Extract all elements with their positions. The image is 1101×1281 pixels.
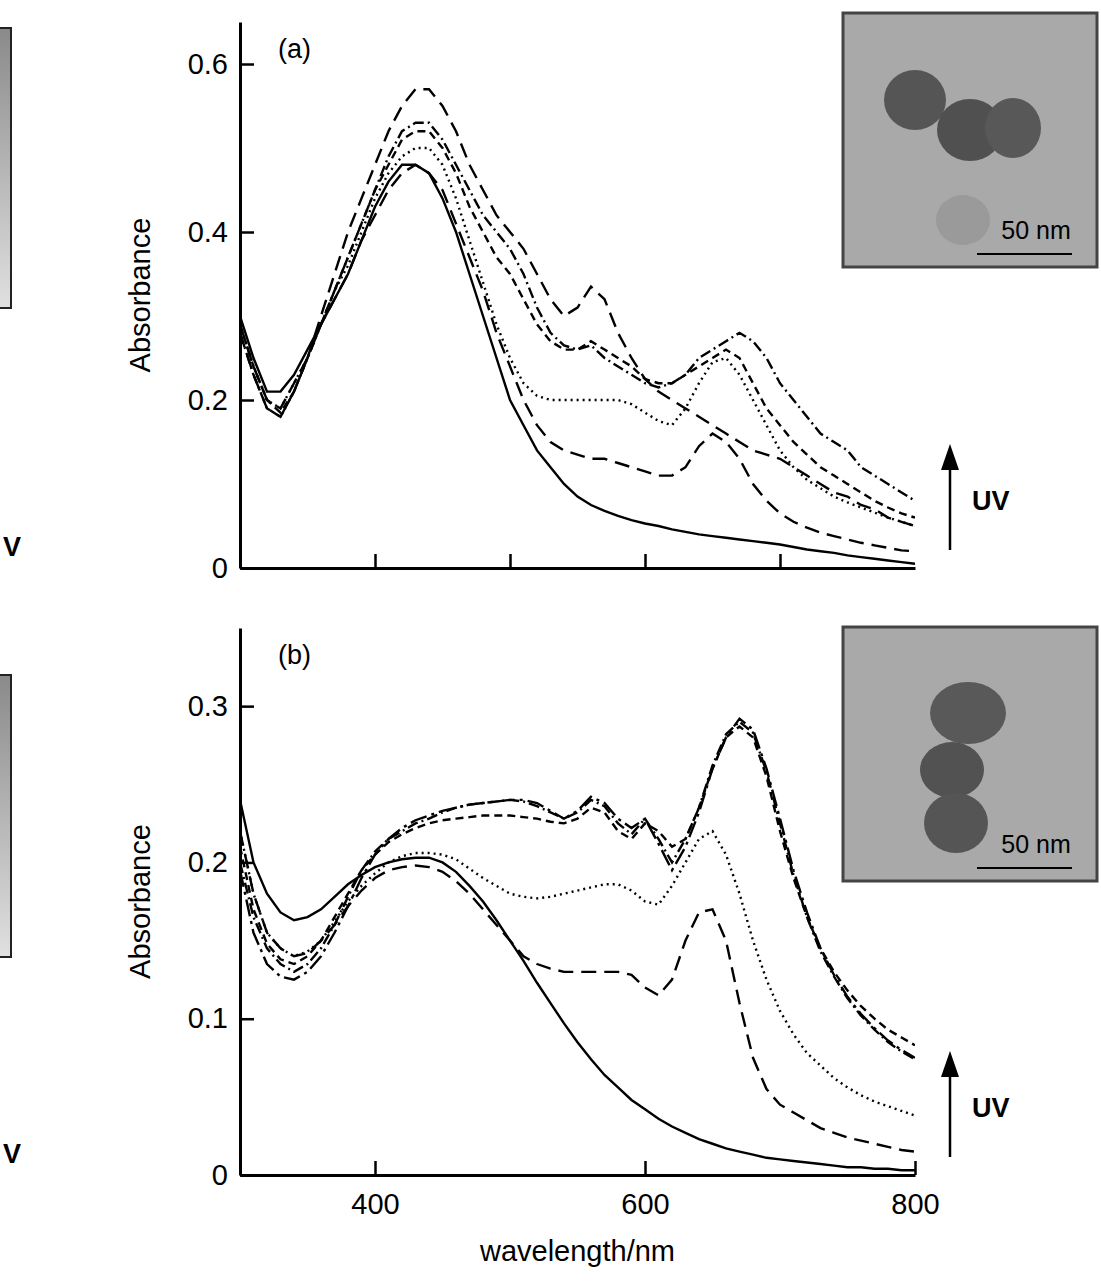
- x-tick: [645, 554, 646, 568]
- scale-bar-label: 50 nm: [1001, 830, 1070, 858]
- panel: 400 600 800 0 0.1 0.2 0.3 Absorbance wavelength/…: [0, 627, 1097, 1267]
- y-tick-mark: [240, 1018, 254, 1021]
- y-tick: 0.1: [188, 1002, 254, 1034]
- y-tick: 0.3: [188, 690, 254, 722]
- y-tick: 0.2: [188, 846, 254, 878]
- uv-label: UV: [972, 1093, 1010, 1123]
- uv-arrow: [949, 1075, 952, 1157]
- spectrum-line: [240, 165, 915, 551]
- y-tick-mark: [240, 862, 254, 865]
- y-tick-mark: [240, 231, 254, 234]
- y-tick-label: 0: [212, 1159, 228, 1191]
- y-tick-mark: [240, 567, 254, 570]
- fragment-panel: [0, 675, 11, 957]
- spectrum-line: [240, 719, 915, 1058]
- x-tick-label: 800: [891, 1188, 939, 1220]
- y-axis: 0 0.1 0.2 0.3: [188, 629, 254, 1191]
- plot-lines: [240, 719, 915, 1171]
- x-axis-title: wavelength/nm: [479, 1235, 675, 1267]
- uv-label: UV: [972, 486, 1010, 516]
- particle: [920, 742, 984, 798]
- x-tick-mark: [644, 1161, 647, 1175]
- x-tick: [375, 554, 376, 568]
- particle: [985, 98, 1041, 158]
- x-tick: 400: [351, 1161, 399, 1220]
- scale-bar: [977, 867, 1072, 869]
- fragment-label: V: [3, 1139, 21, 1169]
- x-tick: [780, 554, 781, 568]
- y-axis-line: [239, 23, 242, 569]
- particle: [924, 793, 988, 853]
- x-tick: 600: [621, 1161, 669, 1220]
- particle: [884, 70, 946, 130]
- spectrum-line: [240, 148, 915, 526]
- x-axis-line: [241, 1174, 916, 1177]
- spectrum-line: [240, 831, 915, 1115]
- y-tick: 0.4: [188, 216, 254, 248]
- y-tick-label: 0.4: [188, 216, 228, 248]
- y-tick-mark: [240, 63, 254, 66]
- x-tick-mark: [914, 1161, 917, 1175]
- y-tick-mark: [240, 399, 254, 402]
- plot-lines: [240, 89, 915, 564]
- y-tick: 0: [212, 552, 254, 584]
- x-tick-mark: [779, 554, 782, 568]
- tem-inset: 50 nm: [843, 627, 1097, 881]
- y-tick-mark: [240, 705, 254, 708]
- spectrum-line: [240, 165, 915, 564]
- y-axis-title: Absorbance: [124, 824, 156, 979]
- particle: [930, 682, 1006, 744]
- inset-frame: [843, 13, 1097, 267]
- tem-inset: 50 nm: [843, 13, 1097, 267]
- y-tick-label: 0.3: [188, 690, 228, 722]
- spectrum-line: [240, 722, 915, 1060]
- figure: 0 0.2 0.4 0.6 Absorbance (a) UV 50 nm V 400 600 800…: [0, 0, 1101, 1281]
- y-tick-label: 0.2: [188, 846, 228, 878]
- x-axis: 400 600 800: [241, 1161, 940, 1220]
- spectrum-line: [240, 89, 915, 526]
- scale-bar-label: 50 nm: [1001, 216, 1070, 244]
- scale-bar: [977, 253, 1072, 255]
- uv-arrow-head: [941, 1051, 959, 1077]
- y-axis-line: [239, 629, 242, 1176]
- y-tick-label: 0.2: [188, 384, 228, 416]
- particle: [936, 195, 990, 245]
- panel: 0 0.2 0.4 0.6 Absorbance (a) UV 50 nm V: [0, 13, 1097, 584]
- spectrum-line: [240, 831, 915, 1151]
- spectrum-line: [240, 131, 915, 517]
- uv-arrow-head: [941, 444, 959, 470]
- spectrum-line: [240, 726, 915, 1045]
- x-tick-mark: [509, 554, 512, 568]
- spectrum-line: [240, 123, 915, 501]
- inset-frame: [843, 627, 1097, 881]
- x-axis-line: [241, 567, 916, 570]
- fragment-panel: [0, 28, 11, 308]
- spectrum-line: [240, 800, 915, 1170]
- x-tick-label: 600: [621, 1188, 669, 1220]
- y-tick: 0.6: [188, 48, 254, 80]
- x-tick: [510, 554, 511, 568]
- y-axis: 0 0.2 0.4 0.6: [188, 23, 254, 584]
- y-tick-mark: [240, 1174, 254, 1177]
- x-tick-label: 400: [351, 1188, 399, 1220]
- y-tick-label: 0.1: [188, 1002, 228, 1034]
- y-tick: 0: [212, 1159, 254, 1191]
- x-tick-mark: [374, 1161, 377, 1175]
- x-tick-mark: [644, 554, 647, 568]
- y-tick-label: 0.6: [188, 48, 228, 80]
- y-tick: 0.2: [188, 384, 254, 416]
- fragment-label: V: [3, 532, 21, 562]
- x-axis: [241, 554, 916, 569]
- y-axis-title: Absorbance: [124, 218, 156, 373]
- x-tick-mark: [374, 554, 377, 568]
- x-tick: 800: [891, 1161, 939, 1220]
- panel-label: (a): [278, 34, 311, 64]
- y-tick-label: 0: [212, 552, 228, 584]
- panel-label: (b): [278, 640, 311, 670]
- uv-arrow: [949, 468, 952, 550]
